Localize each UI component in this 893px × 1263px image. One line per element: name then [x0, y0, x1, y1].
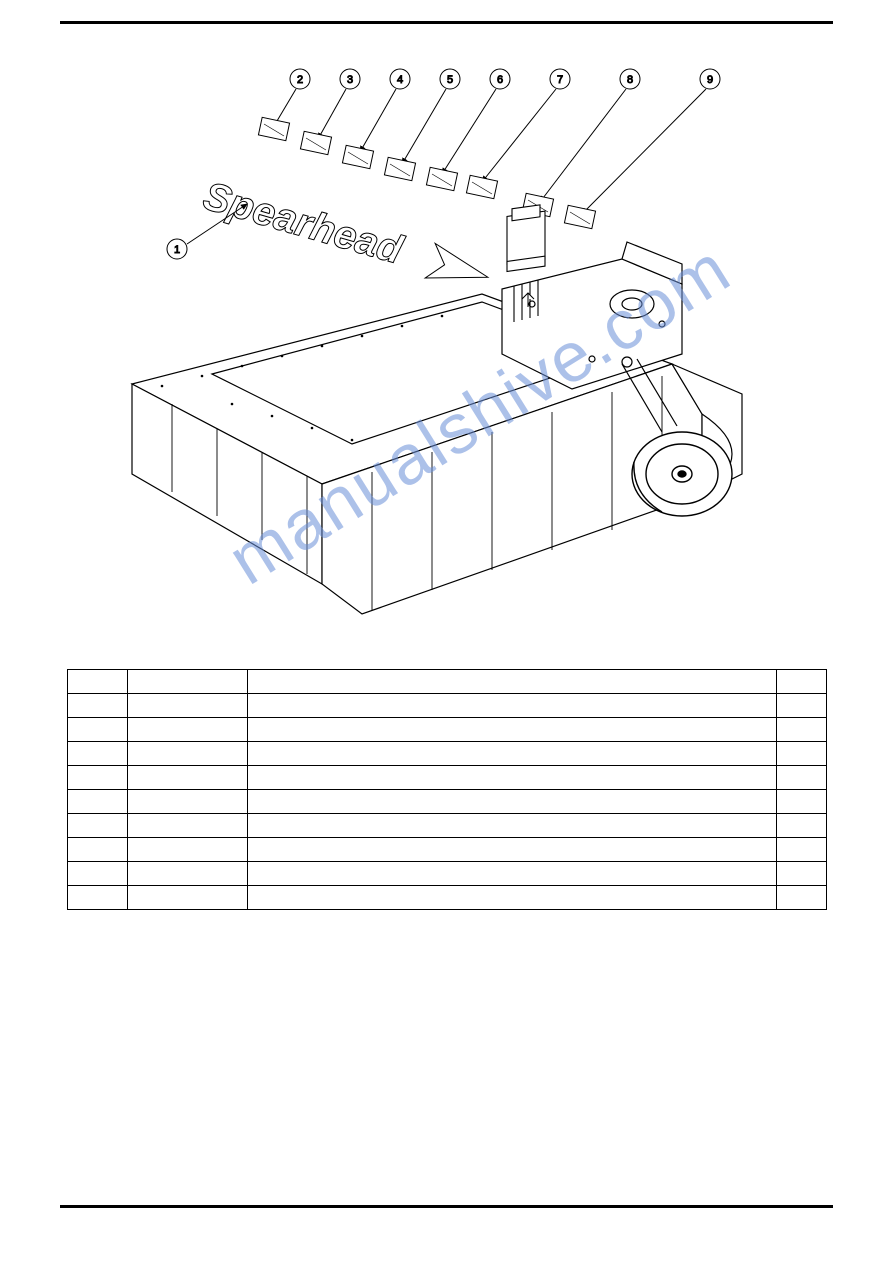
table-cell — [776, 862, 826, 886]
parts-table — [67, 669, 827, 910]
table-cell — [67, 862, 127, 886]
table-cell — [127, 790, 247, 814]
table-cell — [127, 766, 247, 790]
th-part — [127, 670, 247, 694]
table-cell — [67, 766, 127, 790]
table-cell — [776, 766, 826, 790]
table-cell — [247, 838, 776, 862]
table-row — [67, 766, 826, 790]
table-cell — [67, 886, 127, 910]
table-row — [67, 838, 826, 862]
callout-3: 3 — [346, 74, 352, 86]
table-cell — [776, 742, 826, 766]
table-cell — [776, 790, 826, 814]
table-cell — [127, 718, 247, 742]
table-cell — [127, 742, 247, 766]
roller-wheel — [632, 432, 732, 516]
table-cell — [247, 742, 776, 766]
table-row — [67, 694, 826, 718]
exploded-diagram: 2 3 4 5 6 7 8 9 1 — [62, 54, 832, 654]
table-row — [67, 718, 826, 742]
table-cell — [67, 814, 127, 838]
rule-bottom — [60, 1205, 833, 1208]
table-cell — [127, 838, 247, 862]
th-qty — [776, 670, 826, 694]
callout-7: 7 — [556, 74, 562, 86]
th-desc — [247, 670, 776, 694]
callout-8: 8 — [626, 74, 632, 86]
table-cell — [247, 766, 776, 790]
table-row — [67, 790, 826, 814]
spearhead-logo: Spearhead — [198, 174, 494, 298]
callout-4: 4 — [396, 74, 402, 86]
table-cell — [127, 862, 247, 886]
table-cell — [247, 862, 776, 886]
table-cell — [247, 790, 776, 814]
rule-top — [60, 21, 833, 24]
callout-2: 2 — [296, 74, 302, 86]
table-cell — [776, 886, 826, 910]
table-row — [67, 862, 826, 886]
table-cell — [776, 694, 826, 718]
table-row — [67, 886, 826, 910]
table-cell — [247, 694, 776, 718]
table-cell — [247, 718, 776, 742]
table-cell — [127, 694, 247, 718]
callout-5: 5 — [446, 74, 452, 86]
table-cell — [776, 718, 826, 742]
th-ref — [67, 670, 127, 694]
table-cell — [67, 790, 127, 814]
diagram-svg: 2 3 4 5 6 7 8 9 1 — [62, 54, 832, 654]
svg-text:Spearhead: Spearhead — [198, 174, 408, 273]
table-row — [67, 814, 826, 838]
table-cell — [67, 838, 127, 862]
table-cell — [127, 886, 247, 910]
callout-1: 1 — [173, 244, 179, 256]
table-cell — [776, 814, 826, 838]
table-cell — [67, 694, 127, 718]
table-cell — [67, 718, 127, 742]
table-cell — [247, 814, 776, 838]
table-cell — [247, 886, 776, 910]
table-row — [67, 742, 826, 766]
table-cell — [67, 742, 127, 766]
callout-9: 9 — [706, 74, 712, 86]
table-cell — [776, 838, 826, 862]
table-cell — [127, 814, 247, 838]
callout-6: 6 — [496, 74, 502, 86]
